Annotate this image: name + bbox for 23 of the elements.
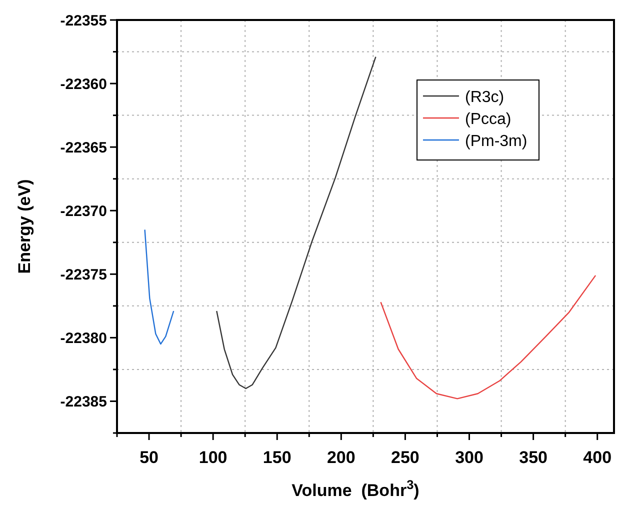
x-tick-label: 250 [391,448,420,467]
x-tick-label: 100 [198,448,228,467]
legend-label: (R3c) [465,89,504,106]
legend-label: (Pm-3m) [465,133,528,150]
line-series [144,229,174,345]
line-series [380,274,596,400]
y-tick-label: -22365 [60,139,107,156]
x-tick-label: 400 [583,448,612,467]
line-series [216,56,376,390]
y-tick-label: -22370 [60,202,107,220]
y-axis-title: Energy (eV) [15,179,34,274]
y-tick-label: -22385 [60,393,107,410]
x-tick-label: 50 [140,448,158,467]
x-tick-label: 300 [455,448,484,467]
x-tick-label: 350 [519,448,548,467]
y-tick-label: -22355 [60,12,107,30]
legend-label: (Pcca) [465,111,512,128]
y-tick-label: -22380 [60,330,107,347]
x-axis-title: Volume (Bohr$^{3}$) [292,476,420,500]
x-tick-label: 150 [262,448,292,467]
y-tick-label: -22375 [60,266,107,284]
y-tick-label: -22360 [60,76,107,93]
x-tick-label: 200 [326,448,356,467]
